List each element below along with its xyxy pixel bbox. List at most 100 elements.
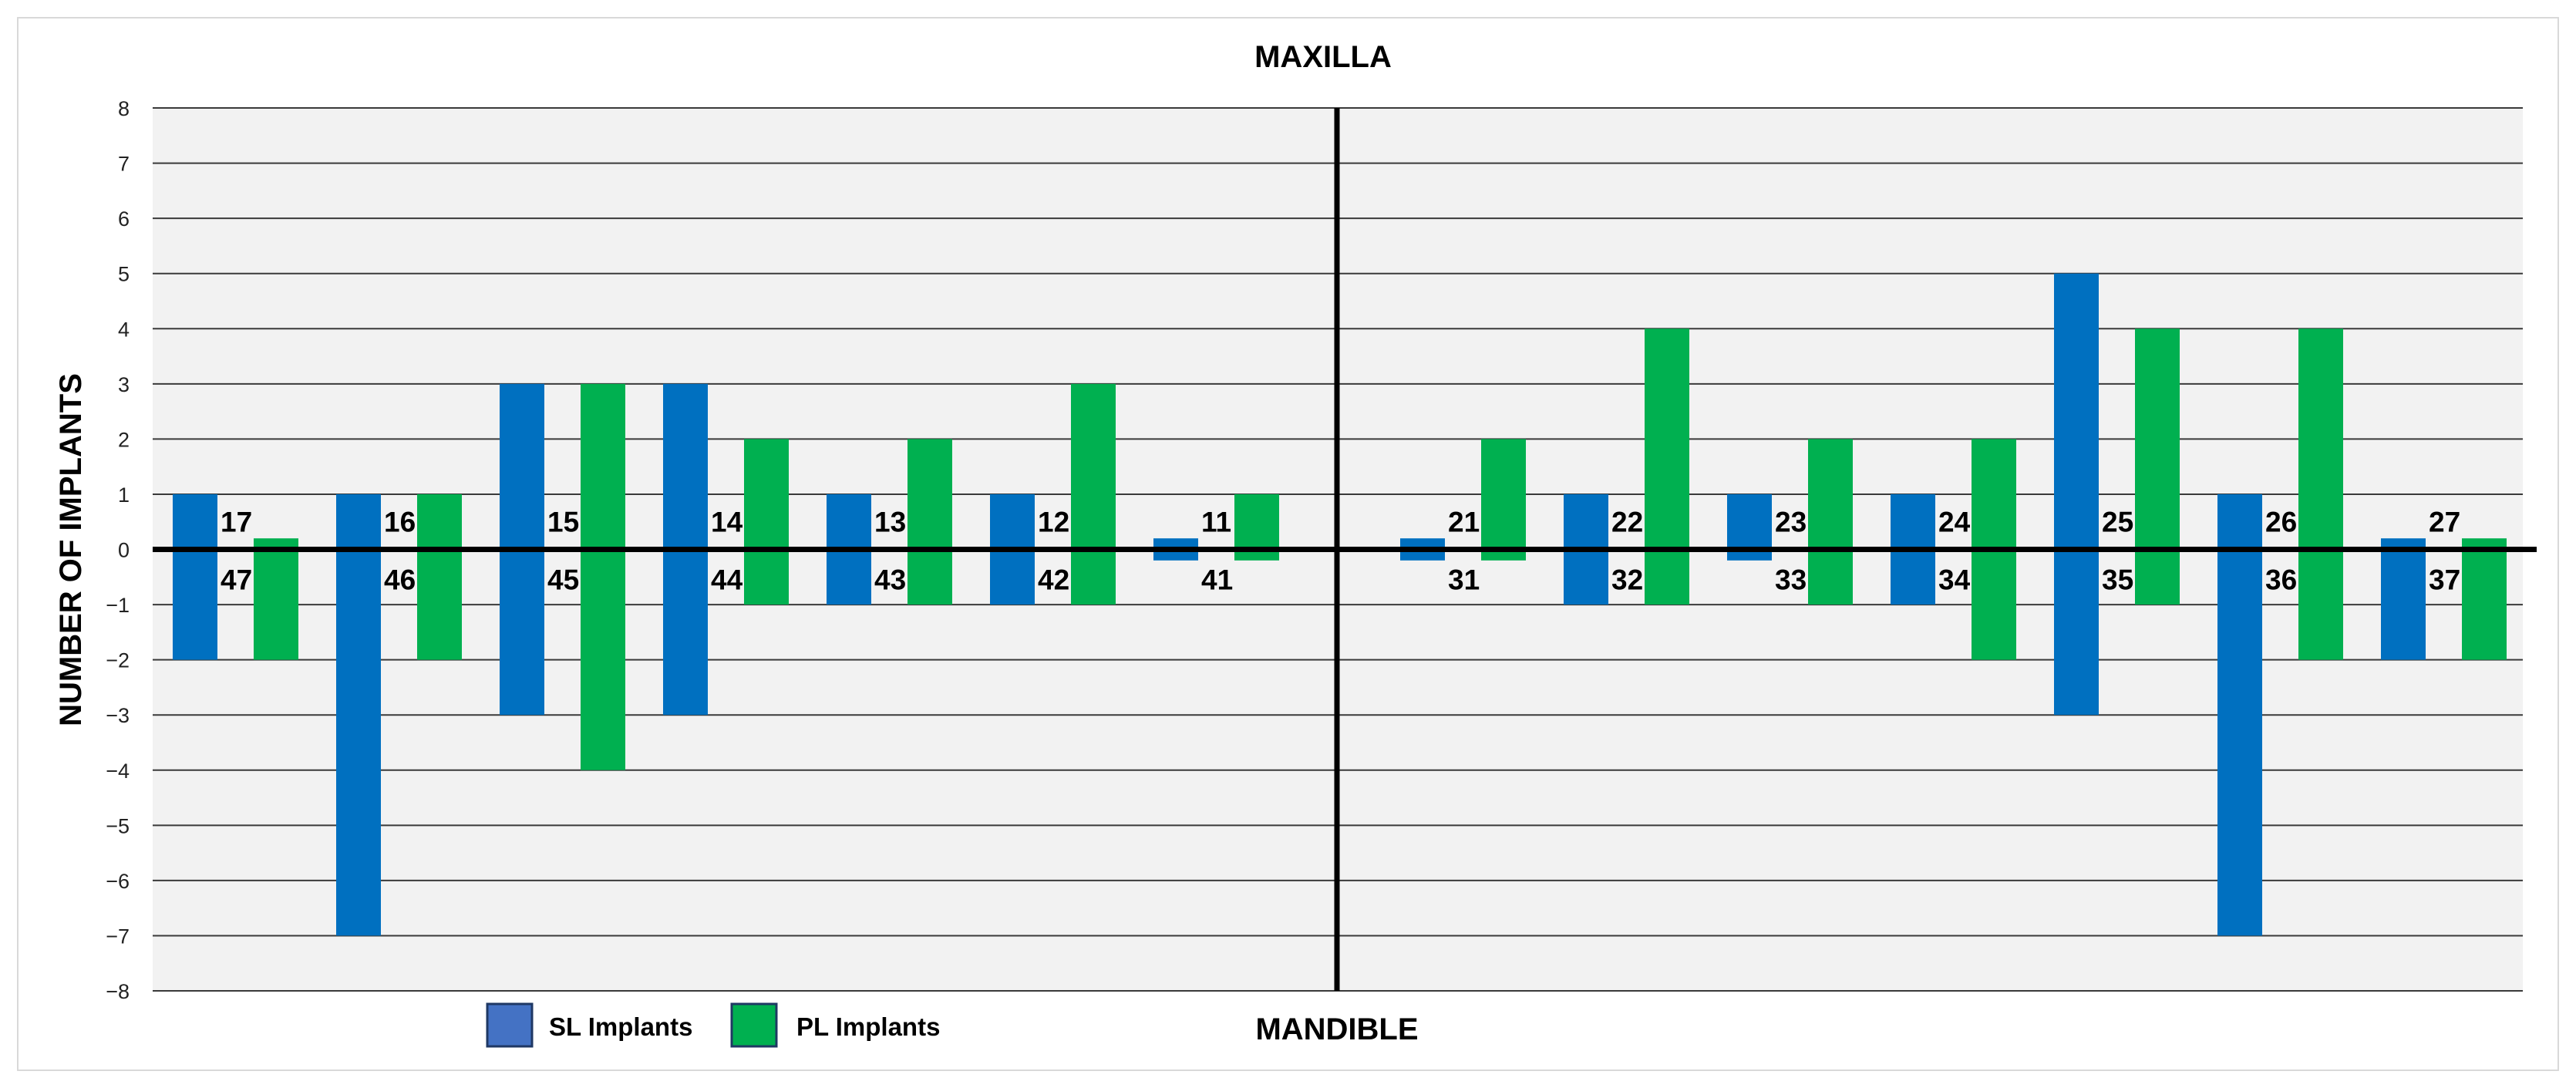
mandible-tooth-label: 34: [1938, 564, 1971, 596]
sl-maxilla-bar: [1400, 538, 1445, 550]
maxilla-tooth-label: 24: [1938, 507, 1971, 538]
maxilla-tooth-label: 14: [711, 507, 743, 538]
pl-mandible-bar: [2135, 549, 2180, 605]
sl-mandible-bar: [1153, 549, 1198, 561]
pl-mandible-bar: [254, 549, 298, 660]
pl-maxilla-bar: [2462, 538, 2507, 550]
pl-mandible-bar: [1234, 549, 1279, 561]
sl-maxilla-bar: [663, 383, 708, 550]
y-tick-label: −3: [106, 704, 130, 727]
maxilla-tooth-label: 26: [2265, 507, 2297, 538]
sl-maxilla-bar: [336, 493, 381, 550]
chart-title: MAXILLA: [1254, 40, 1392, 74]
y-tick-label: 0: [118, 539, 130, 562]
mandible-tooth-label: 31: [1448, 564, 1480, 596]
sl-mandible-bar: [500, 549, 544, 716]
sl-maxilla-bar: [827, 493, 871, 550]
sl-mandible-bar: [173, 549, 217, 660]
y-tick-label: 2: [118, 428, 130, 451]
y-tick-label: 8: [118, 97, 130, 120]
pl-maxilla-bar: [1234, 493, 1279, 550]
sl-mandible-bar: [1564, 549, 1608, 605]
pl-mandible-bar: [907, 549, 952, 605]
mandible-tooth-label: 32: [1611, 564, 1643, 596]
maxilla-tooth-label: 25: [2102, 507, 2133, 538]
sl-mandible-bar: [2054, 549, 2099, 716]
pl-maxilla-bar: [2298, 328, 2343, 550]
maxilla-tooth-label: 11: [1201, 507, 1231, 538]
mandible-tooth-label: 42: [1038, 564, 1069, 596]
mandible-tooth-label: 47: [221, 564, 252, 596]
bottom-label: MANDIBLE: [1255, 1012, 1418, 1046]
mandible-tooth-label: 33: [1775, 564, 1807, 596]
sl-mandible-bar: [336, 549, 381, 936]
y-tick-label: 6: [118, 207, 130, 231]
pl-mandible-bar: [1972, 549, 2016, 660]
sl-maxilla-bar: [2054, 273, 2099, 550]
y-tick-label: 1: [118, 483, 130, 507]
pl-mandible-bar: [581, 549, 625, 770]
sl-maxilla-bar: [990, 493, 1035, 550]
maxilla-tooth-label: 17: [221, 507, 252, 538]
pl-mandible-bar: [744, 549, 789, 605]
sl-maxilla-bar: [1564, 493, 1608, 550]
mandible-tooth-label: 43: [874, 564, 906, 596]
tooth-labels: 17 47 16 46 15 45 14 44 13 43 12 42 11 41 21 31 22 32 23 33…: [221, 507, 2460, 596]
pl-maxilla-bar: [581, 383, 625, 550]
pl-maxilla-bar: [254, 538, 298, 550]
pl-mandible-bar: [1071, 549, 1116, 605]
y-tick-label: −5: [106, 814, 130, 837]
y-tick-label: 7: [118, 153, 130, 176]
sl-maxilla-bar: [2381, 538, 2426, 550]
y-tick-label: 4: [118, 318, 130, 341]
mandible-tooth-label: 44: [711, 564, 743, 596]
pl-mandible-bar: [1808, 549, 1853, 605]
pl-maxilla-bar: [417, 493, 462, 550]
pl-maxilla-bar: [2135, 328, 2180, 550]
pl-maxilla-bar: [1645, 328, 1689, 550]
y-tick-label: −7: [106, 925, 130, 948]
mandible-tooth-label: 41: [1201, 564, 1233, 596]
sl-mandible-bar: [990, 549, 1035, 605]
y-tick-label: −1: [106, 594, 130, 617]
maxilla-tooth-label: 23: [1775, 507, 1807, 538]
legend-label-pl: PL Implants: [796, 1012, 940, 1041]
mandible-tooth-label: 37: [2429, 564, 2460, 596]
sl-maxilla-bar: [173, 493, 217, 550]
sl-mandible-bar: [2217, 549, 2262, 936]
pl-mandible-bar: [2298, 549, 2343, 660]
pl-maxilla-bar: [907, 439, 952, 550]
bars: [173, 273, 2507, 936]
sl-mandible-bar: [663, 549, 708, 716]
maxilla-tooth-label: 12: [1038, 507, 1069, 538]
mandible-tooth-label: 46: [384, 564, 416, 596]
sl-maxilla-bar: [2217, 493, 2262, 550]
y-axis-label: NUMBER OF IMPLANTS: [54, 373, 88, 726]
y-tick-label: 5: [118, 263, 130, 286]
sl-mandible-bar: [1891, 549, 1935, 605]
pl-mandible-bar: [1645, 549, 1689, 605]
sl-mandible-bar: [827, 549, 871, 605]
sl-mandible-bar: [2381, 549, 2426, 660]
sl-mandible-bar: [1400, 549, 1445, 561]
y-tick-label: −4: [106, 760, 130, 783]
pl-maxilla-bar: [1972, 439, 2016, 550]
sl-maxilla-bar: [1727, 493, 1772, 550]
sl-maxilla-bar: [1153, 538, 1198, 550]
y-tick-label: −2: [106, 649, 130, 672]
maxilla-tooth-label: 13: [874, 507, 906, 538]
maxilla-tooth-label: 27: [2429, 507, 2460, 538]
y-tick-label: −6: [106, 870, 130, 893]
maxilla-tooth-label: 22: [1611, 507, 1643, 538]
maxilla-tooth-label: 21: [1448, 507, 1480, 538]
legend-swatch-sl: [486, 1002, 534, 1048]
maxilla-tooth-label: 16: [384, 507, 416, 538]
pl-mandible-bar: [417, 549, 462, 660]
maxilla-tooth-label: 15: [547, 507, 579, 538]
mandible-tooth-label: 35: [2102, 564, 2133, 596]
legend-swatch-pl: [730, 1002, 778, 1048]
y-tick-labels: 8 7 6 5 4 3 2 1 0 −1 −2 −3 −4 −5 −6 −7 −8: [106, 97, 130, 1003]
pl-maxilla-bar: [744, 439, 789, 550]
y-tick-label: −8: [106, 980, 130, 1003]
